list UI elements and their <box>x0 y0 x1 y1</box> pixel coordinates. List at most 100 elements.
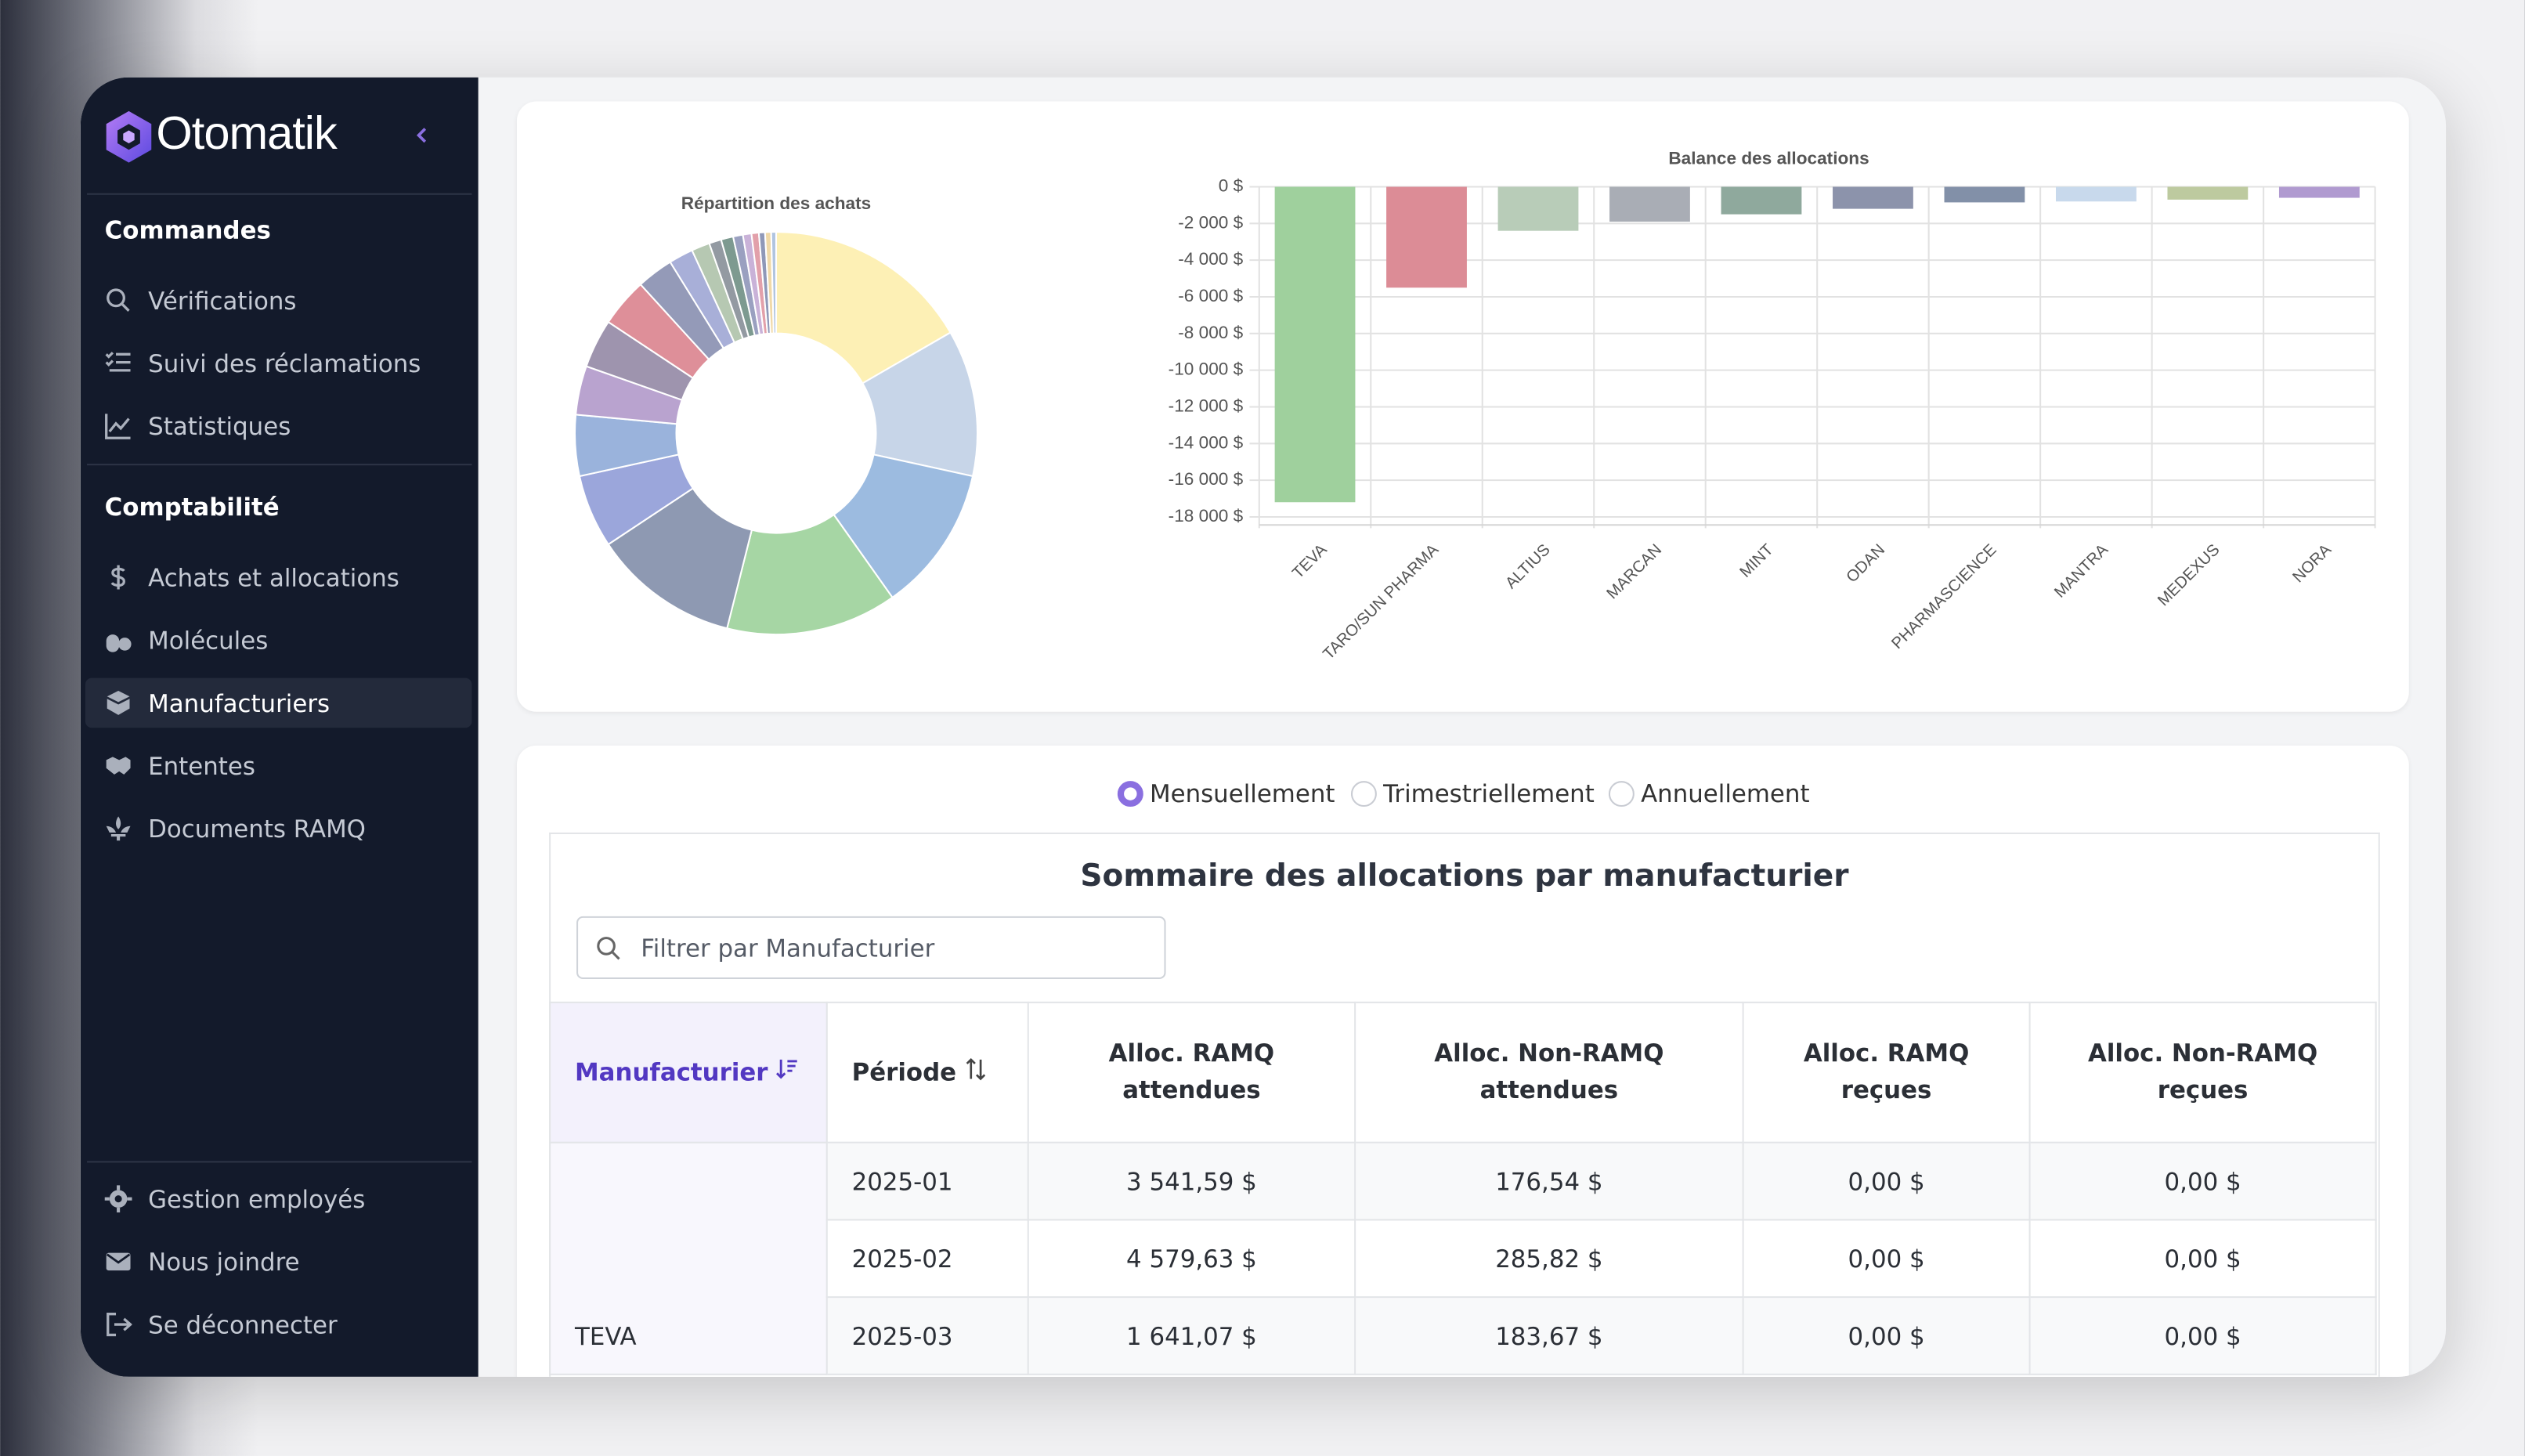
column-header[interactable]: Manufacturier <box>549 1001 828 1143</box>
sidebar: Otomatik Commandes Vérifications Suivi des… <box>80 77 479 1377</box>
nav-label: Achats et allocations <box>148 562 399 592</box>
collapse-button[interactable] <box>412 125 432 145</box>
x-tick-label: MANTRA <box>2050 540 2111 602</box>
y-tick-label: -16 000 $ <box>1169 469 1244 489</box>
column-header: Alloc. RAMQ reçues <box>1742 1001 2031 1143</box>
table-row: 2025-02 4 579,63 $285,82 $0,00 $0,00 $ <box>550 1219 2377 1299</box>
nav-item[interactable]: Nous joindre <box>85 1237 471 1287</box>
y-tick-label: -10 000 $ <box>1169 359 1244 379</box>
table-cell: 176,54 $ <box>1354 1141 1744 1221</box>
bar <box>1274 186 1356 503</box>
manufacturer-cell: TEVA <box>549 1141 828 1375</box>
nav-item[interactable]: Se déconnecter <box>85 1299 471 1349</box>
search-icon <box>597 937 620 960</box>
icon <box>105 414 131 439</box>
bar <box>1497 186 1579 231</box>
x-tick-label: NORA <box>2289 540 2335 586</box>
icon <box>105 352 131 372</box>
nav-label: Statistiques <box>148 411 291 441</box>
nav-label: Documents RAMQ <box>148 814 366 844</box>
charts: Répartition des achats Balance des alloca… <box>573 149 2376 663</box>
nav-item[interactable]: Manufacturiers <box>85 677 472 728</box>
header-row: Manufacturier Période Alloc. RAMQ attend… <box>549 1001 2377 1143</box>
nav-item[interactable]: Statistiques <box>85 401 471 451</box>
nav-item[interactable]: Documents RAMQ <box>85 804 471 854</box>
radio-label: Annuellement <box>1641 779 1810 809</box>
pie-slice <box>775 231 952 385</box>
column-header: Alloc. Non-RAMQ attendues <box>1354 1001 1744 1143</box>
y-tick-label: 0 $ <box>1219 175 1244 195</box>
chart-title: Répartition des achats <box>681 193 872 213</box>
nav-item[interactable]: Gestion employés <box>85 1174 471 1224</box>
column-header-label: Alloc. Non-RAMQ attendues <box>1434 1039 1664 1105</box>
nav-label: Nous joindre <box>148 1247 300 1277</box>
sort-icon <box>966 1057 986 1080</box>
table-cell: 285,82 $ <box>1354 1219 1744 1299</box>
nav-label: Gestion employés <box>148 1184 366 1214</box>
brand: Otomatik <box>156 108 337 161</box>
radio-button <box>1608 781 1635 807</box>
table-cell: 2025-02 <box>825 1219 1029 1299</box>
separator <box>87 1161 472 1163</box>
icon <box>110 565 125 590</box>
table-cell: 3 541,59 $ <box>1027 1141 1356 1221</box>
y-tick-label: -14 000 $ <box>1169 432 1244 452</box>
bar <box>2167 186 2249 200</box>
nav-item[interactable]: Vérifications <box>85 276 471 326</box>
icon <box>107 691 130 715</box>
icon <box>107 288 130 312</box>
radio-option[interactable]: Annuellement <box>1608 779 1810 809</box>
column-header-label: Alloc. Non-RAMQ reçues <box>2087 1039 2318 1105</box>
radio-option[interactable]: Mensuellement <box>1117 779 1335 808</box>
nav-item[interactable]: Suivi des réclamations <box>85 338 471 388</box>
summary-frame: Sommaire des allocations par manufacturi… <box>549 832 2380 1377</box>
separator <box>87 464 472 466</box>
summary-table: Manufacturier Période Alloc. RAMQ attend… <box>549 1001 2377 1375</box>
summary-card: Mensuellement Trimestriellement Annuelleme… <box>516 745 2409 1377</box>
icon <box>106 757 131 775</box>
radio-button <box>1350 781 1377 807</box>
x-tick-label: TARO/SUN PHARMA <box>1320 540 1443 663</box>
radio-option[interactable]: Trimestriellement <box>1350 779 1595 809</box>
nav-label: Se déconnecter <box>148 1310 338 1339</box>
nav-item[interactable]: Molécules <box>85 615 471 665</box>
column-header: Alloc. Non-RAMQ reçues <box>2028 1001 2377 1143</box>
sort-icon <box>776 1058 798 1078</box>
bar <box>1721 186 1802 215</box>
filter-input[interactable]: Filtrer par Manufacturier <box>576 916 1166 980</box>
y-tick-label: -2 000 $ <box>1178 212 1243 232</box>
y-tick-label: -18 000 $ <box>1169 506 1244 526</box>
table-cell: 0,00 $ <box>2028 1219 2377 1299</box>
bar <box>1386 186 1467 288</box>
pie-slice <box>726 513 894 636</box>
bar <box>2055 186 2137 202</box>
icon <box>106 1252 131 1271</box>
nav-label: Molécules <box>148 625 269 655</box>
icon <box>107 1313 132 1337</box>
column-header-label: Alloc. RAMQ reçues <box>1803 1039 1970 1105</box>
separator <box>87 193 472 195</box>
y-tick-label: -6 000 $ <box>1178 286 1243 305</box>
y-tick-label: -12 000 $ <box>1169 396 1244 415</box>
bar <box>2278 186 2360 198</box>
icon <box>106 816 131 841</box>
nav-label: Vérifications <box>148 285 297 315</box>
bar <box>1609 186 1690 222</box>
column-header[interactable]: Période <box>825 1001 1029 1143</box>
table-cell: 0,00 $ <box>2028 1296 2377 1375</box>
nav-label: Ententes <box>148 751 255 781</box>
y-tick-label: -4 000 $ <box>1178 249 1243 269</box>
table-row: 2025-03 1 641,07 $183,67 $0,00 $0,00 $ <box>550 1296 2377 1375</box>
summary-title: Sommaire des allocations par manufacturi… <box>1080 858 1849 894</box>
radio-label: Trimestriellement <box>1383 779 1595 809</box>
x-tick-label: ALTIUS <box>1502 540 1554 592</box>
window: Otomatik Commandes Vérifications Suivi des… <box>80 77 2447 1377</box>
table-cell: 0,00 $ <box>1742 1296 2031 1375</box>
icon <box>106 634 132 652</box>
nav-item[interactable]: Achats et allocations <box>85 552 471 602</box>
table-row: TEVA 2025-01 3 541,59 $176,54 $0,00 $0,00 … <box>549 1141 2377 1375</box>
x-tick-label: MARCAN <box>1603 540 1665 602</box>
y-tick-label: -8 000 $ <box>1178 323 1243 342</box>
nav-item[interactable]: Ententes <box>85 741 471 791</box>
